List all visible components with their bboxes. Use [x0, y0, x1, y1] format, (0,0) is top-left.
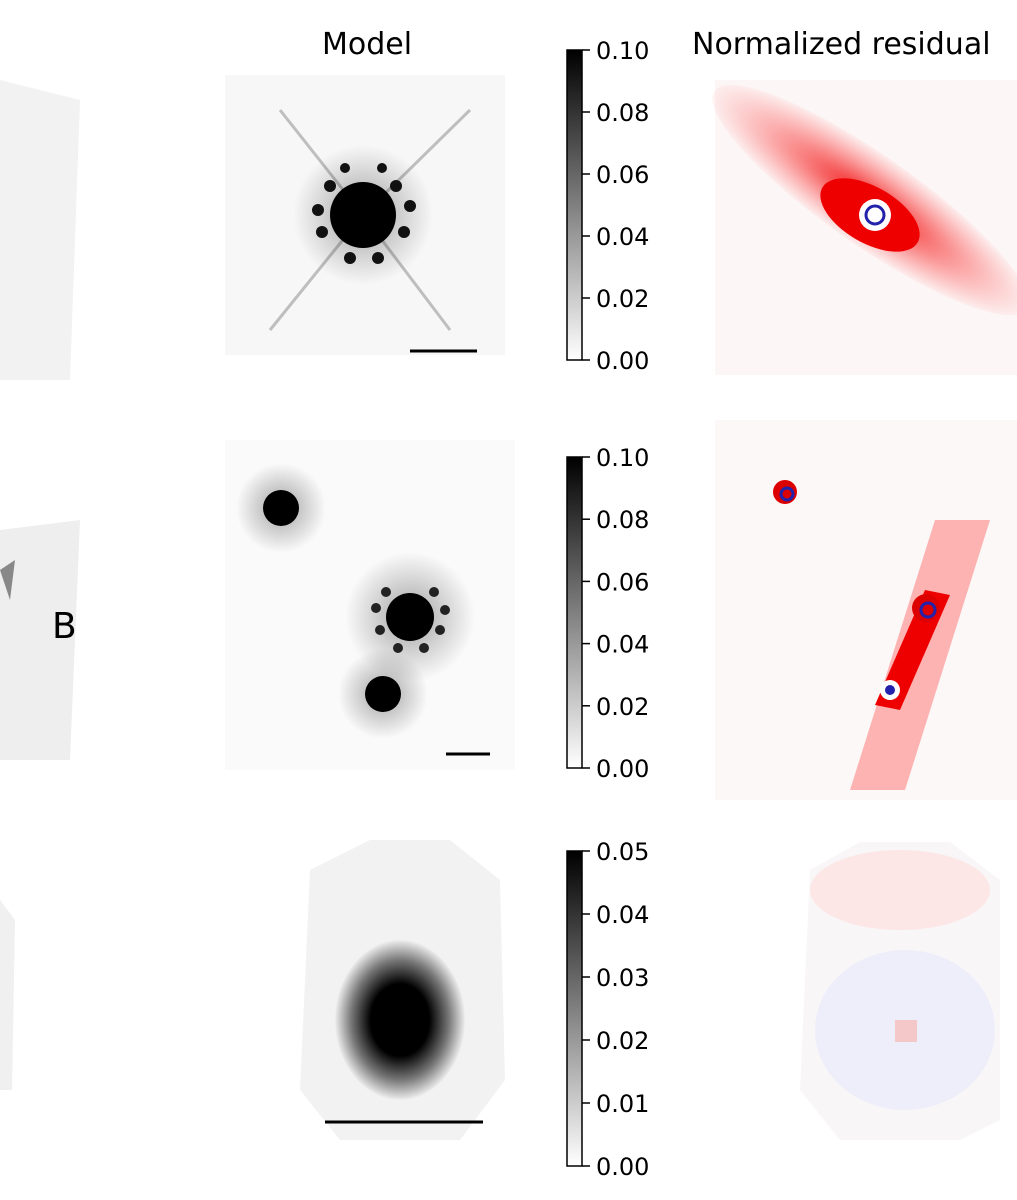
- colorbar-tick-label: 0.04: [596, 223, 649, 251]
- colorbar-tick-label: 0.03: [596, 964, 649, 992]
- colorbar-tick-label: 0.06: [596, 161, 649, 189]
- colorbar-tick-label: 0.00: [596, 755, 649, 783]
- colorbar-tick-label: 0.05: [596, 838, 649, 866]
- colorbar-tick-label: 0.06: [596, 568, 649, 596]
- model-image: [225, 440, 515, 770]
- colorbar-tick-label: 0.02: [596, 285, 649, 313]
- colorbar: [566, 49, 583, 361]
- colorbar-tick-label: 0.10: [596, 444, 649, 472]
- colorbars: 0.00 0.02 0.04 0.06 0.08 0.10 0.00 0.02 0.04 0.06…: [566, 37, 649, 1181]
- model-image: [300, 840, 505, 1140]
- colorbar: [566, 850, 583, 1167]
- residual-image: [715, 420, 1017, 800]
- colorbar-tick-label: 0.01: [596, 1090, 649, 1118]
- colorbar-tick-label: 0.02: [596, 693, 649, 721]
- colorbar-tick-label: 0.00: [596, 347, 649, 375]
- column-title: Normalized residual: [692, 27, 991, 62]
- colorbar: [566, 456, 583, 769]
- colorbar-tick-label: 0.08: [596, 99, 649, 127]
- left-panels: [0, 80, 80, 1090]
- colorbar-tick-label: 0.04: [596, 631, 649, 659]
- colorbar-tick-label: 0.10: [596, 37, 649, 65]
- colorbar-tick-label: 0.08: [596, 506, 649, 534]
- colorbar-tick-label: 0.00: [596, 1153, 649, 1181]
- residual-image: [712, 80, 1017, 375]
- residual-image: [800, 842, 1000, 1140]
- column-title: Model: [322, 27, 412, 62]
- colorbar-tick-label: 0.02: [596, 1027, 649, 1055]
- colorbar-tick-label: 0.04: [596, 901, 649, 929]
- panel-label: B: [52, 606, 77, 647]
- model-image: [225, 75, 505, 355]
